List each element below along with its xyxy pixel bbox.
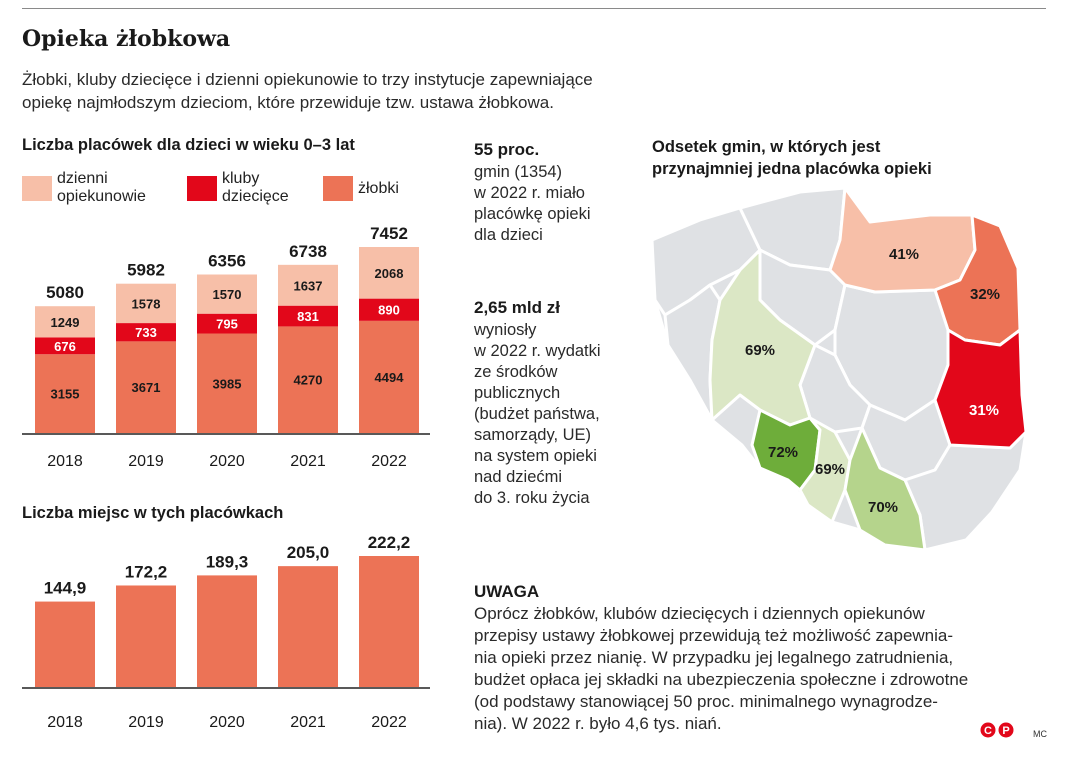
bar-segment-kluby-2019 <box>116 323 176 342</box>
note-body: Oprócz żłobków, klubów dziecięcych i dzi… <box>474 604 969 733</box>
bar-2020 <box>197 575 257 687</box>
stat-gminy-body: gmin (1354) w 2022 r. miało placówkę opi… <box>474 163 591 244</box>
map-region-slaskie <box>843 426 927 552</box>
segment-label-kluby-2018: 676 <box>54 339 76 354</box>
segment-label-opiekunowie-2018: 1249 <box>51 315 80 330</box>
legend-swatch-kluby <box>187 176 217 201</box>
bar-segment-opiekunowie-2022 <box>359 247 419 299</box>
segment-label-opiekunowie-2019: 1578 <box>132 296 161 311</box>
bar-segment-żłobki-2018 <box>35 354 95 433</box>
value-label-2019: 172,2 <box>125 562 168 581</box>
bar-segment-żłobki-2022 <box>359 320 419 433</box>
map-label-slaskie: 70% <box>868 499 899 516</box>
map-region-warminsko <box>828 186 977 294</box>
bar-segment-opiekunowie-2019 <box>116 283 176 324</box>
segment-label-żłobki-2019: 3671 <box>132 380 161 395</box>
x-tick-label-2020: 2020 <box>209 714 245 731</box>
bar-segment-opiekunowie-2020 <box>197 274 257 314</box>
page-title: Opieka żłobkowa <box>22 26 231 52</box>
top-rule <box>22 8 1046 9</box>
map-label-lubelskie: 31% <box>969 402 1000 419</box>
value-label-2018: 144,9 <box>44 579 87 598</box>
page-subtitle: Żłobki, kluby dziecięce i dzienni opieku… <box>22 70 593 112</box>
segment-label-żłobki-2018: 3155 <box>51 387 80 402</box>
stacked-bar-chart: 3155 676 1249 5080 2018 3671 733 1578 5982 2019 39… <box>22 224 430 470</box>
author-credit: MC <box>1033 729 1047 739</box>
map-label-podlaskie: 32% <box>970 286 1001 303</box>
legend-label-zlobki: żłobki <box>358 180 399 197</box>
total-label-2018: 5080 <box>46 283 84 302</box>
segment-label-opiekunowie-2022: 2068 <box>375 266 404 281</box>
bar-2019 <box>116 585 176 687</box>
logo-letter-c: C <box>984 725 992 737</box>
x-tick-label-2021: 2021 <box>290 714 326 731</box>
poland-map <box>650 186 1028 552</box>
map-label-opolskie: 69% <box>815 461 846 478</box>
total-label-2022: 7452 <box>370 224 408 243</box>
segment-label-opiekunowie-2020: 1570 <box>213 287 242 302</box>
total-label-2019: 5982 <box>127 261 165 280</box>
x-tick-label-2018: 2018 <box>47 453 83 470</box>
bar-segment-żłobki-2021 <box>278 326 338 433</box>
bar-2022 <box>359 556 419 687</box>
value-label-2020: 189,3 <box>206 552 249 571</box>
x-tick-label-2019: 2019 <box>128 714 164 731</box>
places-bar-chart: 144,9 2018 172,2 2019 189,3 2020 205,0 2021 222,… <box>22 533 430 731</box>
segment-label-żłobki-2020: 3985 <box>213 376 242 391</box>
bar-segment-kluby-2021 <box>278 305 338 327</box>
total-label-2020: 6356 <box>208 252 246 271</box>
bar-2021 <box>278 566 338 687</box>
map-region-opolskie <box>798 416 852 524</box>
segment-label-żłobki-2021: 4270 <box>294 373 323 388</box>
total-label-2021: 6738 <box>289 242 327 261</box>
x-tick-label-2018: 2018 <box>47 714 83 731</box>
x-tick-label-2019: 2019 <box>128 453 164 470</box>
bar-2018 <box>35 601 95 687</box>
map-label-warminsko: 41% <box>889 246 920 263</box>
map-label-dolnoslaskie: 72% <box>768 444 799 461</box>
chart1-title: Liczba placówek dla dzieci w wieku 0–3 l… <box>22 136 355 154</box>
bar-segment-żłobki-2020 <box>197 333 257 433</box>
map-region-zachodniopomorskie <box>650 206 762 317</box>
bar-segment-kluby-2022 <box>359 298 419 321</box>
bar-segment-kluby-2020 <box>197 313 257 334</box>
legend-swatch-opiekunowie <box>22 176 52 201</box>
x-tick-label-2022: 2022 <box>371 453 407 470</box>
legend-label-opiekunowie: dzienni opiekunowie <box>57 170 146 205</box>
publisher-logo: C P <box>980 722 1014 738</box>
legend-label-kluby: kluby dziecięce <box>222 170 289 205</box>
map-region-lubelskie <box>933 328 1028 450</box>
bar-segment-opiekunowie-2021 <box>278 264 338 306</box>
stat-wydatki-head: 2,65 mld zł <box>474 298 560 317</box>
logo-letter-p: P <box>1002 725 1009 737</box>
segment-label-żłobki-2022: 4494 <box>375 370 405 385</box>
bar-segment-żłobki-2019 <box>116 341 176 433</box>
segment-label-kluby-2020: 795 <box>216 317 238 332</box>
stat-wydatki-body: wyniosły w 2022 r. wydatki ze środków pu… <box>474 321 601 507</box>
bar-segment-kluby-2018 <box>35 337 95 355</box>
value-label-2022: 222,2 <box>368 533 411 552</box>
x-tick-label-2021: 2021 <box>290 453 326 470</box>
x-tick-label-2022: 2022 <box>371 714 407 731</box>
segment-label-kluby-2022: 890 <box>378 303 400 318</box>
stat-gminy-head: 55 proc. <box>474 140 540 159</box>
segment-label-opiekunowie-2021: 1637 <box>294 278 323 293</box>
segment-label-kluby-2021: 831 <box>297 309 319 324</box>
x-tick-label-2020: 2020 <box>209 453 245 470</box>
legend-swatch-zlobki <box>323 176 353 201</box>
map-title: Odsetek gmin, w których jest przynajmnie… <box>652 138 932 178</box>
value-label-2021: 205,0 <box>287 543 330 562</box>
segment-label-kluby-2019: 733 <box>135 325 157 340</box>
note-heading: UWAGA <box>474 582 540 601</box>
bar-segment-opiekunowie-2018 <box>35 306 95 338</box>
chart2-title: Liczba miejsc w tych placówkach <box>22 504 284 522</box>
map-label-wielkopolskie: 69% <box>745 342 776 359</box>
